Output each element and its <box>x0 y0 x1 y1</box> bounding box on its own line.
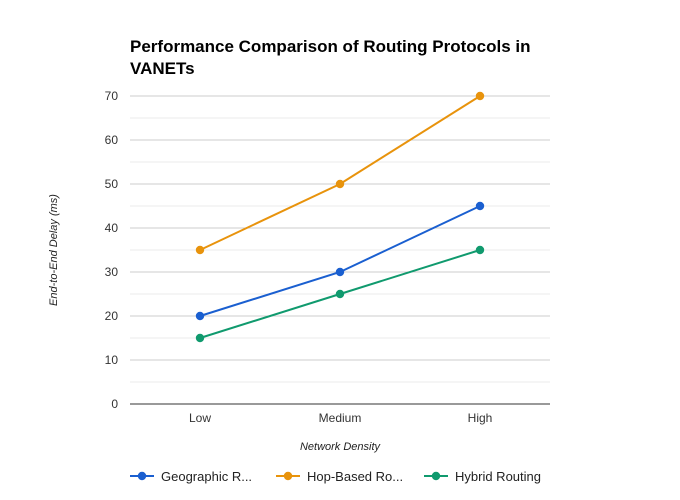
chart-title-line-1: Performance Comparison of Routing Protoc… <box>130 37 530 56</box>
data-point[interactable] <box>475 91 485 101</box>
y-tick-label: 50 <box>105 177 119 191</box>
y-axis-label: End-to-End Delay (ms) <box>48 194 60 306</box>
y-tick-label: 20 <box>105 309 119 323</box>
legend-swatch-marker <box>283 471 293 481</box>
data-point[interactable] <box>195 245 205 255</box>
series-line <box>199 205 481 317</box>
data-point[interactable] <box>475 245 485 255</box>
legend-item[interactable]: Hybrid Routing <box>424 469 541 484</box>
chart-title-line-2: VANETs <box>130 59 195 78</box>
axes: 0 10 20 30 40 50 60 70 Low Medium High <box>105 89 550 425</box>
legend-label: Hop-Based Ro... <box>307 469 403 484</box>
data-point[interactable] <box>335 267 345 277</box>
legend[interactable]: Geographic R... Hop-Based Ro... Hybrid Rou… <box>130 469 541 484</box>
y-tick-label: 70 <box>105 89 119 103</box>
legend-item[interactable]: Hop-Based Ro... <box>276 469 403 484</box>
legend-label: Hybrid Routing <box>455 469 541 484</box>
x-axis-label: Network Density <box>300 441 382 453</box>
data-point[interactable] <box>335 289 345 299</box>
legend-swatch-marker <box>431 471 441 481</box>
x-tick-label: High <box>468 411 493 425</box>
legend-item[interactable]: Geographic R... <box>130 469 252 484</box>
y-tick-label: 0 <box>111 397 118 411</box>
legend-swatch-marker <box>137 471 147 481</box>
legend-label: Geographic R... <box>161 469 252 484</box>
y-tick-label: 40 <box>105 221 119 235</box>
series-layer <box>195 91 485 343</box>
y-tick-label: 60 <box>105 133 119 147</box>
y-tick-label: 30 <box>105 265 119 279</box>
gridlines <box>130 95 550 383</box>
y-tick-label: 10 <box>105 353 119 367</box>
x-tick-label: Medium <box>319 411 362 425</box>
data-point[interactable] <box>335 179 345 189</box>
data-point[interactable] <box>195 333 205 343</box>
x-tick-label: Low <box>189 411 211 425</box>
data-point[interactable] <box>475 201 485 211</box>
data-point[interactable] <box>195 311 205 321</box>
